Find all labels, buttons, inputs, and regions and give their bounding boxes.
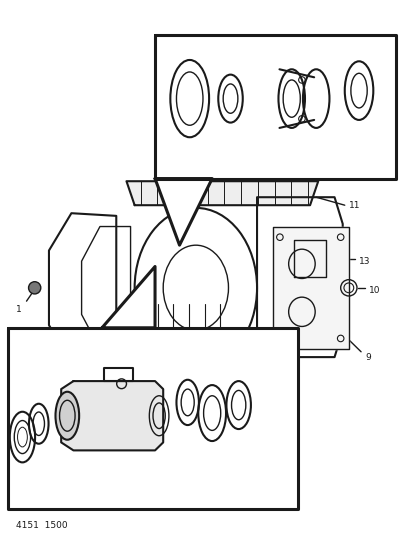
Ellipse shape (55, 392, 79, 440)
Text: 14: 14 (250, 379, 260, 388)
Text: 13: 13 (359, 257, 370, 265)
Text: 1: 1 (16, 305, 21, 313)
Text: 20: 20 (9, 461, 20, 469)
Text: 2: 2 (46, 366, 52, 375)
Polygon shape (273, 227, 349, 349)
Text: 17: 17 (109, 433, 120, 441)
Text: 11: 11 (349, 201, 360, 209)
Text: 18: 18 (115, 366, 126, 375)
Circle shape (29, 282, 41, 294)
Polygon shape (126, 181, 318, 205)
Text: 12: 12 (255, 142, 267, 151)
Polygon shape (61, 381, 163, 450)
Text: 7: 7 (301, 141, 307, 150)
Polygon shape (102, 266, 155, 328)
Polygon shape (155, 179, 212, 245)
Polygon shape (8, 328, 298, 509)
Text: 4151  1500: 4151 1500 (16, 521, 68, 530)
Text: 5: 5 (220, 124, 225, 132)
Text: 10: 10 (369, 286, 381, 295)
Text: 9: 9 (365, 353, 371, 361)
Text: 3: 3 (93, 366, 99, 375)
Text: 6: 6 (240, 134, 246, 143)
Text: 8: 8 (373, 116, 378, 124)
Text: 4: 4 (165, 124, 170, 132)
Polygon shape (155, 35, 396, 179)
Text: 15: 15 (215, 438, 226, 447)
Text: 19: 19 (40, 394, 50, 402)
Text: 16: 16 (184, 372, 195, 380)
